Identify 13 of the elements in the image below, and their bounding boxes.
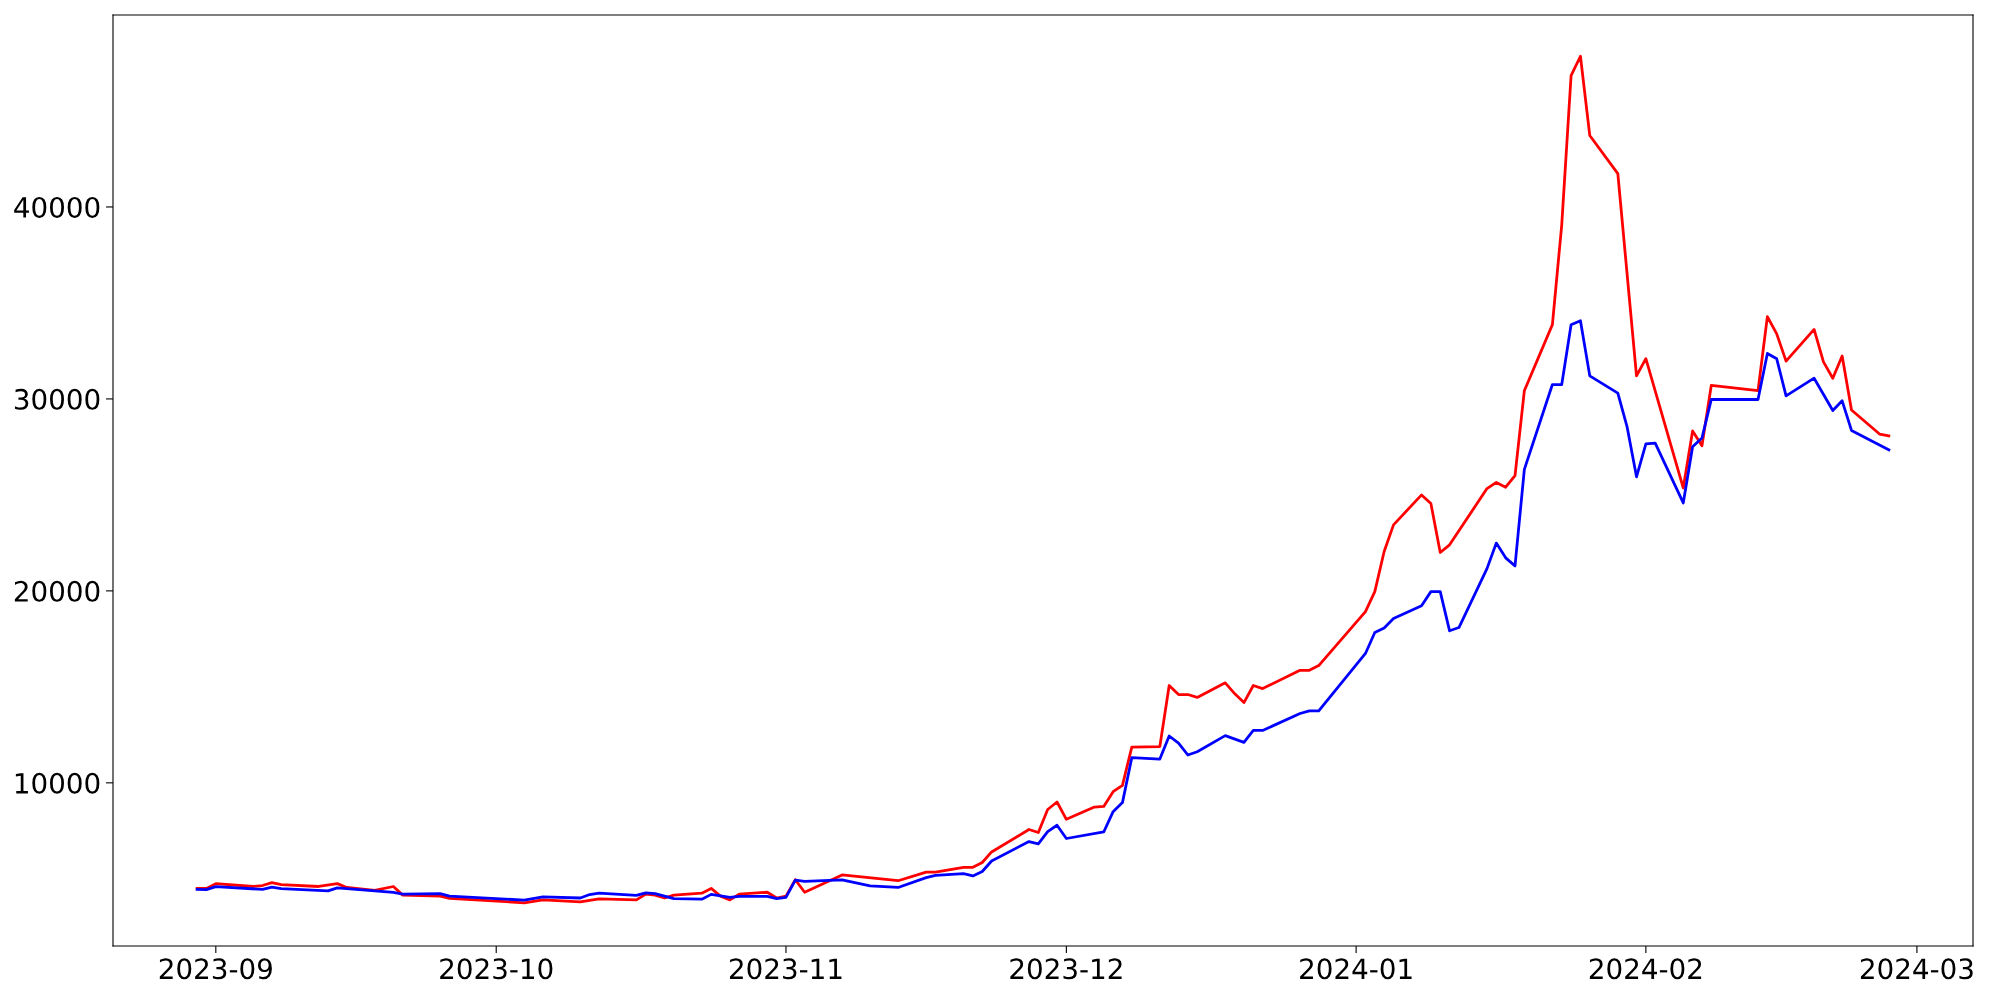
line-series <box>195 54 1891 905</box>
y-tick-label: 10000 <box>15 772 100 794</box>
y-tick-label: 30000 <box>14 388 100 410</box>
x-tick-label: 2023-10 <box>440 958 553 980</box>
x-tick-label: 2023-12 <box>1010 958 1122 980</box>
y-tick-label: 40000 <box>14 196 100 218</box>
y-tick-label: 20000 <box>14 580 100 602</box>
x-tick-label: 2024-03 <box>1860 958 1973 980</box>
x-tick-label: 2023-11 <box>729 958 842 980</box>
x-tick-label: 2024-01 <box>1300 958 1412 980</box>
x-tick-label: 2023-09 <box>159 958 272 980</box>
x-tick-label: 2024-02 <box>1589 958 1702 980</box>
line-series <box>195 319 1891 902</box>
